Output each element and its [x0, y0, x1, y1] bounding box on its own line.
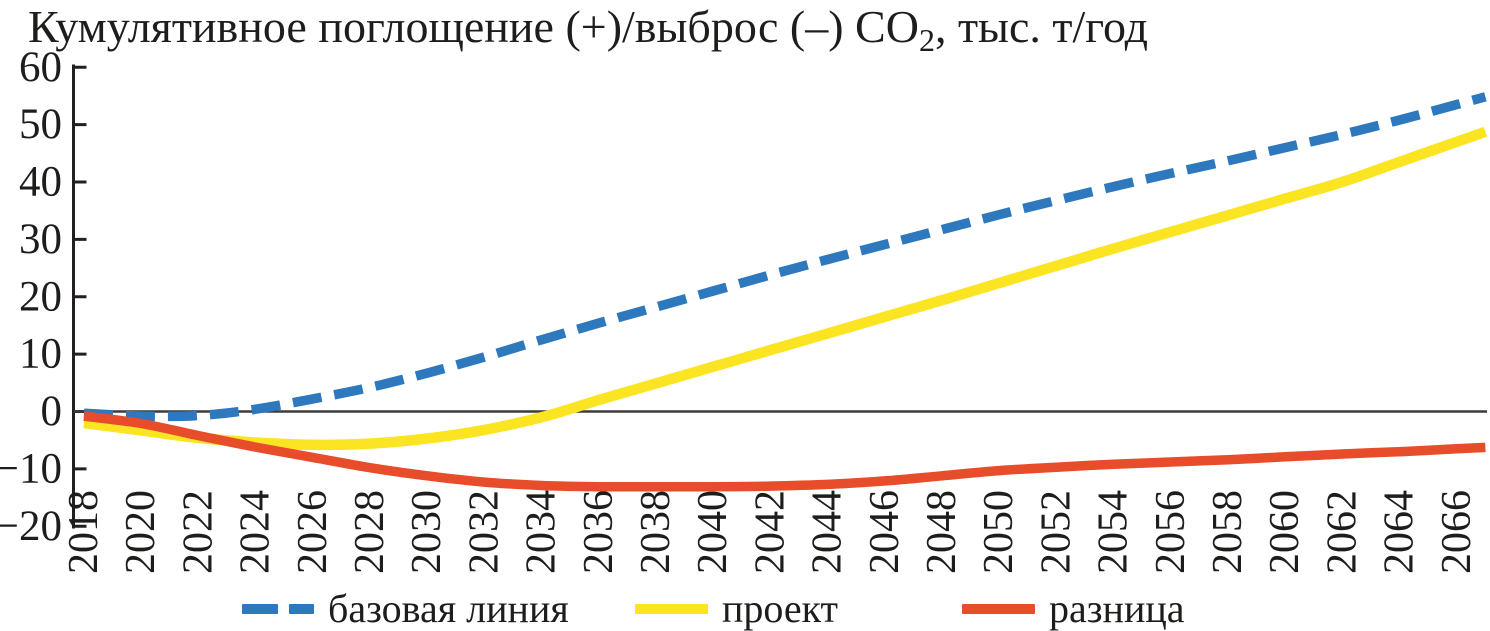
x-tick-label: 2066 — [1434, 490, 1480, 574]
x-tick-label: 2040 — [690, 490, 736, 574]
baseline-dashed-line-swatch-icon — [242, 603, 314, 615]
chart-title-main: Кумулятивное поглощение (+)/выброс (–) C… — [28, 1, 919, 52]
x-tick-label: 2062 — [1319, 490, 1365, 574]
y-tick-label: −10 — [0, 445, 62, 492]
series-baseline-line — [83, 92, 1487, 422]
x-tick-label: 2064 — [1377, 490, 1423, 574]
x-tick-label: 2028 — [347, 490, 393, 574]
legend-item-difference: разница — [962, 586, 1185, 631]
difference-line-swatch-icon — [962, 603, 1035, 615]
y-tick-label: 40 — [19, 159, 62, 206]
x-tick-label: 2048 — [919, 490, 965, 574]
x-tick-label: 2018 — [61, 490, 107, 574]
y-tick-label: 0 — [41, 388, 63, 435]
x-tick-label: 2042 — [747, 490, 793, 574]
x-tick-label: 2038 — [633, 490, 679, 574]
x-tick-label: 2022 — [175, 490, 221, 574]
y-tick-label: 10 — [19, 331, 62, 378]
x-tick-label: 2020 — [118, 490, 164, 574]
x-tick-label: 2036 — [576, 490, 622, 574]
series-difference-line — [83, 411, 1486, 492]
y-tick-label: 60 — [19, 44, 62, 91]
x-tick-label: 2030 — [404, 490, 450, 574]
legend: базовая линия проект разница — [0, 586, 1490, 631]
x-tick-label: 2056 — [1148, 490, 1194, 574]
legend-label-baseline: базовая линия — [328, 586, 569, 631]
project-line-swatch-icon — [635, 603, 708, 615]
y-tick-label: −20 — [0, 503, 62, 550]
y-tick-label: 30 — [19, 216, 62, 263]
legend-item-baseline: базовая линия — [242, 586, 569, 631]
x-tick-label: 2032 — [461, 490, 507, 574]
legend-label-project: проект — [722, 586, 839, 631]
x-tick-label: 2054 — [1091, 490, 1137, 574]
series-project-line — [83, 126, 1488, 451]
x-tick-label: 2050 — [976, 490, 1022, 574]
x-tick-label: 2024 — [233, 490, 279, 574]
legend-label-difference: разница — [1049, 586, 1185, 631]
x-tick-label: 2034 — [519, 490, 565, 574]
chart-title-subscript: 2 — [918, 22, 935, 58]
y-tick-label: 20 — [19, 273, 62, 320]
legend-item-project: проект — [635, 586, 838, 631]
y-tick-label: 50 — [19, 101, 62, 148]
x-tick-label: 2046 — [862, 490, 908, 574]
x-tick-label: 2060 — [1262, 490, 1308, 574]
chart-title-tail: , тыс. т/год — [934, 1, 1149, 52]
x-tick-label: 2044 — [805, 490, 851, 574]
x-tick-label: 2052 — [1033, 490, 1079, 574]
x-tick-label: 2058 — [1205, 490, 1251, 574]
chart-title: Кумулятивное поглощение (+)/выброс (–) C… — [28, 0, 1148, 67]
x-tick-label: 2026 — [290, 490, 336, 574]
